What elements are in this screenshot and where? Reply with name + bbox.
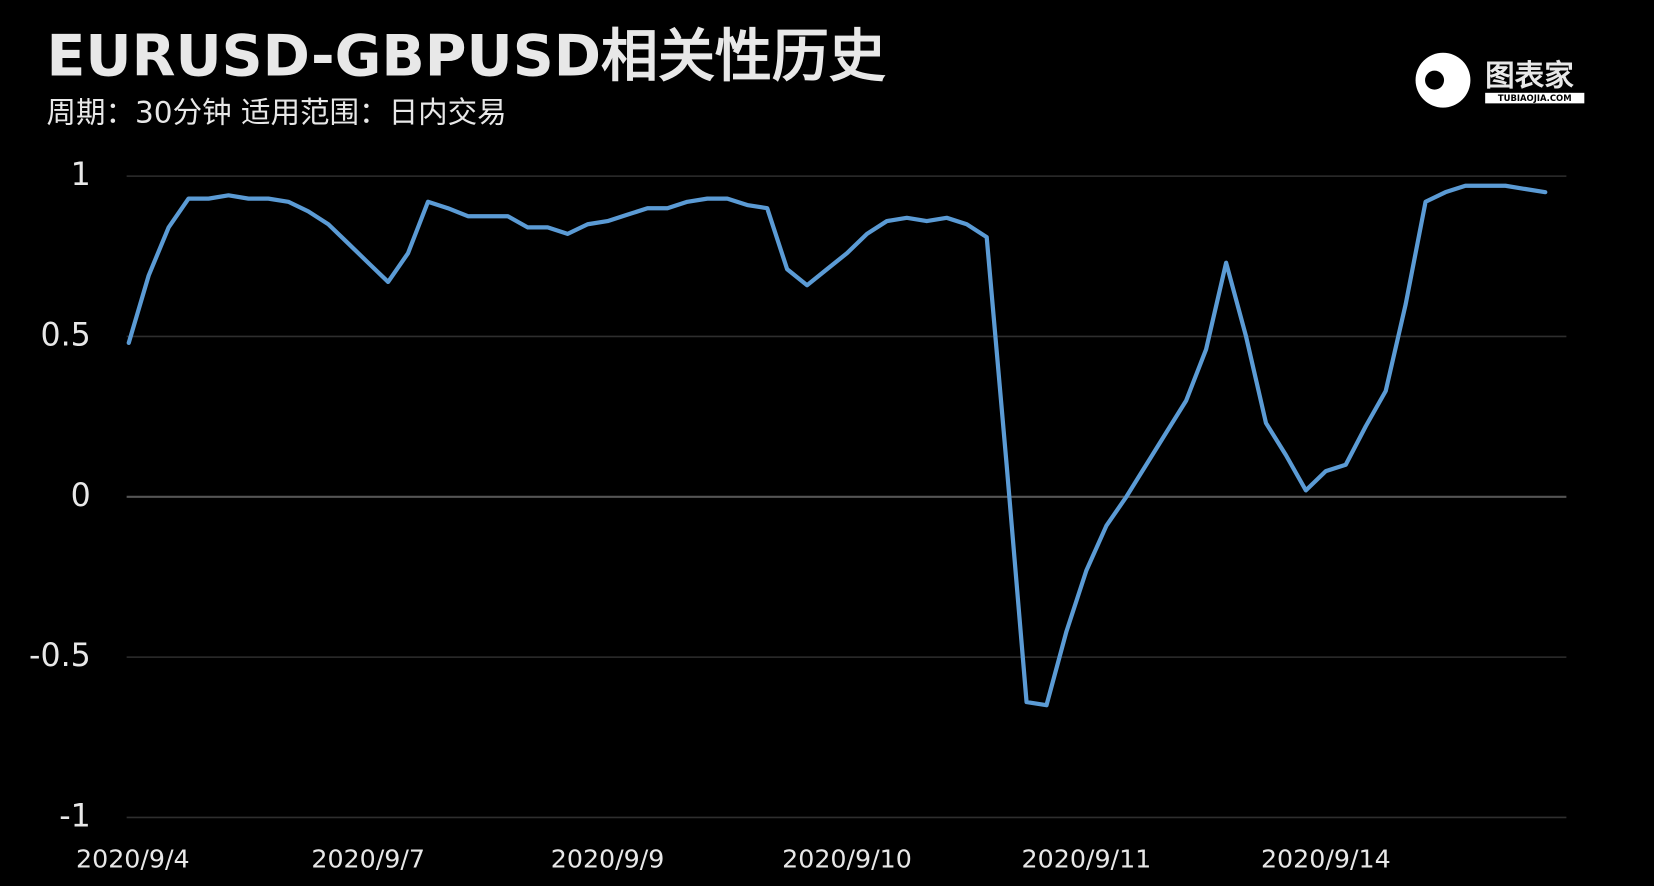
chart-title: EURUSD-GBPUSD相关性历史 — [46, 24, 885, 90]
x-tick-label: 2020/9/11 — [1022, 845, 1152, 874]
x-tick-label: 2020/9/7 — [311, 845, 425, 874]
x-tick-label: 2020/9/10 — [782, 845, 912, 874]
y-tick-label: 1 — [71, 157, 91, 193]
logo-name: 图表家 — [1485, 58, 1574, 92]
x-tick-label: 2020/9/4 — [76, 845, 190, 874]
data-line — [126, 183, 1548, 708]
y-tick-label: -1 — [59, 798, 91, 834]
chart-subtitle: 周期：30分钟 适用范围：日内交易 — [46, 95, 506, 129]
logo: 图表家 TUBIAOJIA.COM — [1415, 52, 1585, 108]
x-tick-label: 2020/9/9 — [551, 845, 665, 874]
logo-icon-detail — [1425, 70, 1445, 90]
y-tick-label: 0.5 — [40, 317, 90, 353]
logo-site: TUBIAOJIA.COM — [1498, 93, 1572, 103]
y-tick-label: -0.5 — [29, 638, 91, 674]
x-tick-label: 2020/9/14 — [1261, 845, 1391, 874]
logo-band — [1485, 92, 1585, 104]
y-tick-label: 0 — [71, 478, 91, 514]
